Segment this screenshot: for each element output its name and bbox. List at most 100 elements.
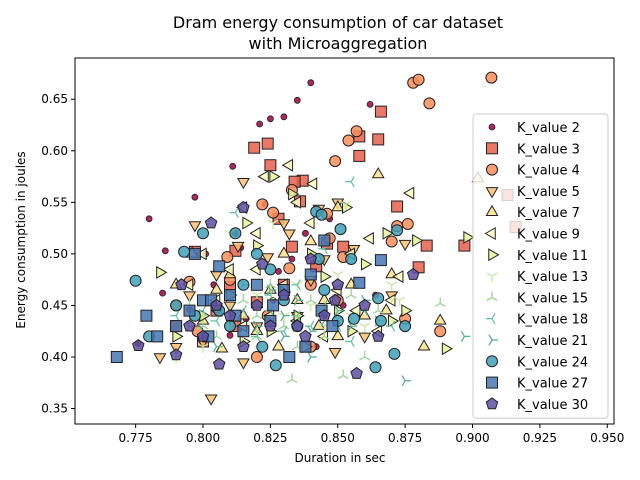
data-point	[264, 319, 277, 332]
data-point	[305, 301, 317, 312]
data-point	[291, 279, 301, 291]
data-point	[299, 329, 312, 342]
legend-label: K_value 7	[517, 206, 580, 221]
data-point	[372, 304, 384, 315]
data-point	[358, 332, 372, 344]
data-point	[229, 162, 237, 170]
data-point	[291, 310, 301, 322]
data-point	[318, 234, 331, 247]
legend-marker	[484, 227, 496, 240]
legend-marker	[485, 397, 499, 410]
data-point	[320, 270, 332, 284]
data-point	[293, 96, 301, 104]
data-point	[291, 281, 303, 291]
data-point	[379, 303, 393, 315]
data-point	[237, 294, 249, 304]
data-point	[434, 297, 446, 307]
data-point	[369, 361, 382, 374]
data-point	[250, 298, 264, 311]
data-point	[224, 320, 236, 333]
legend-marker	[486, 355, 498, 368]
data-point	[231, 241, 245, 254]
data-point	[249, 226, 261, 240]
data-point	[269, 359, 282, 372]
data-point	[331, 278, 345, 291]
data-point	[210, 270, 223, 282]
data-point	[256, 257, 269, 270]
data-point	[342, 201, 354, 214]
data-point	[283, 351, 296, 363]
legend-box	[472, 113, 609, 419]
data-point	[401, 304, 413, 318]
data-point	[307, 79, 315, 87]
legend-marker	[486, 291, 498, 301]
data-point	[242, 216, 254, 230]
data-point	[153, 353, 167, 365]
data-point	[345, 176, 355, 188]
data-point	[350, 125, 363, 138]
data-point	[272, 339, 285, 351]
x-tick-label: 0.825	[253, 431, 287, 445]
data-point	[210, 298, 223, 311]
data-point	[256, 120, 264, 128]
series-k-value-30	[132, 200, 420, 379]
data-point	[412, 73, 425, 86]
data-point	[253, 320, 263, 332]
legend-label: K_value 3	[517, 142, 580, 157]
data-point	[353, 149, 366, 162]
data-point	[237, 278, 250, 291]
data-point	[329, 155, 342, 168]
data-point	[267, 206, 280, 219]
data-point	[385, 235, 398, 248]
data-point	[169, 348, 183, 361]
data-point	[261, 253, 275, 265]
legend-label: K_value 27	[517, 377, 588, 392]
data-point	[195, 247, 207, 261]
data-point	[264, 159, 277, 172]
data-point	[401, 375, 412, 387]
data-point	[170, 299, 183, 312]
data-point	[197, 343, 209, 353]
data-point	[372, 292, 385, 305]
legend-label: K_value 13	[517, 270, 588, 285]
legend-marker	[486, 313, 496, 325]
series-k-value-27	[110, 234, 387, 363]
data-point	[326, 320, 339, 333]
data-point	[350, 366, 363, 379]
data-point	[318, 309, 331, 322]
data-point	[401, 218, 414, 230]
legend-label: K_value 24	[517, 355, 588, 370]
legend-marker	[488, 123, 496, 131]
data-point	[345, 335, 355, 348]
legend-marker	[485, 187, 499, 199]
data-point	[159, 289, 167, 297]
legend-label: K_value 4	[517, 164, 580, 179]
chart-title-line2: with Microaggregation	[249, 34, 428, 53]
data-point	[328, 348, 342, 360]
data-point	[236, 358, 250, 370]
data-point	[441, 342, 454, 356]
data-point	[197, 227, 209, 240]
data-point	[347, 324, 359, 338]
data-point	[280, 113, 288, 121]
data-point	[222, 262, 234, 276]
data-point	[151, 330, 164, 343]
data-point	[374, 254, 387, 267]
data-point	[334, 305, 344, 317]
data-point	[340, 200, 352, 211]
chart-title-line1: Dram energy consumption of car dataset	[173, 13, 503, 32]
plot-area	[110, 71, 522, 406]
data-point	[250, 247, 263, 260]
data-point	[145, 215, 153, 223]
legend-label: K_value 9	[517, 228, 580, 243]
data-point	[358, 298, 371, 311]
data-point	[237, 325, 250, 338]
data-point	[178, 245, 191, 258]
data-point	[299, 340, 312, 353]
data-point	[278, 320, 290, 330]
data-point	[345, 253, 358, 265]
data-point	[366, 101, 374, 108]
data-point	[132, 338, 145, 351]
data-point	[277, 246, 291, 258]
